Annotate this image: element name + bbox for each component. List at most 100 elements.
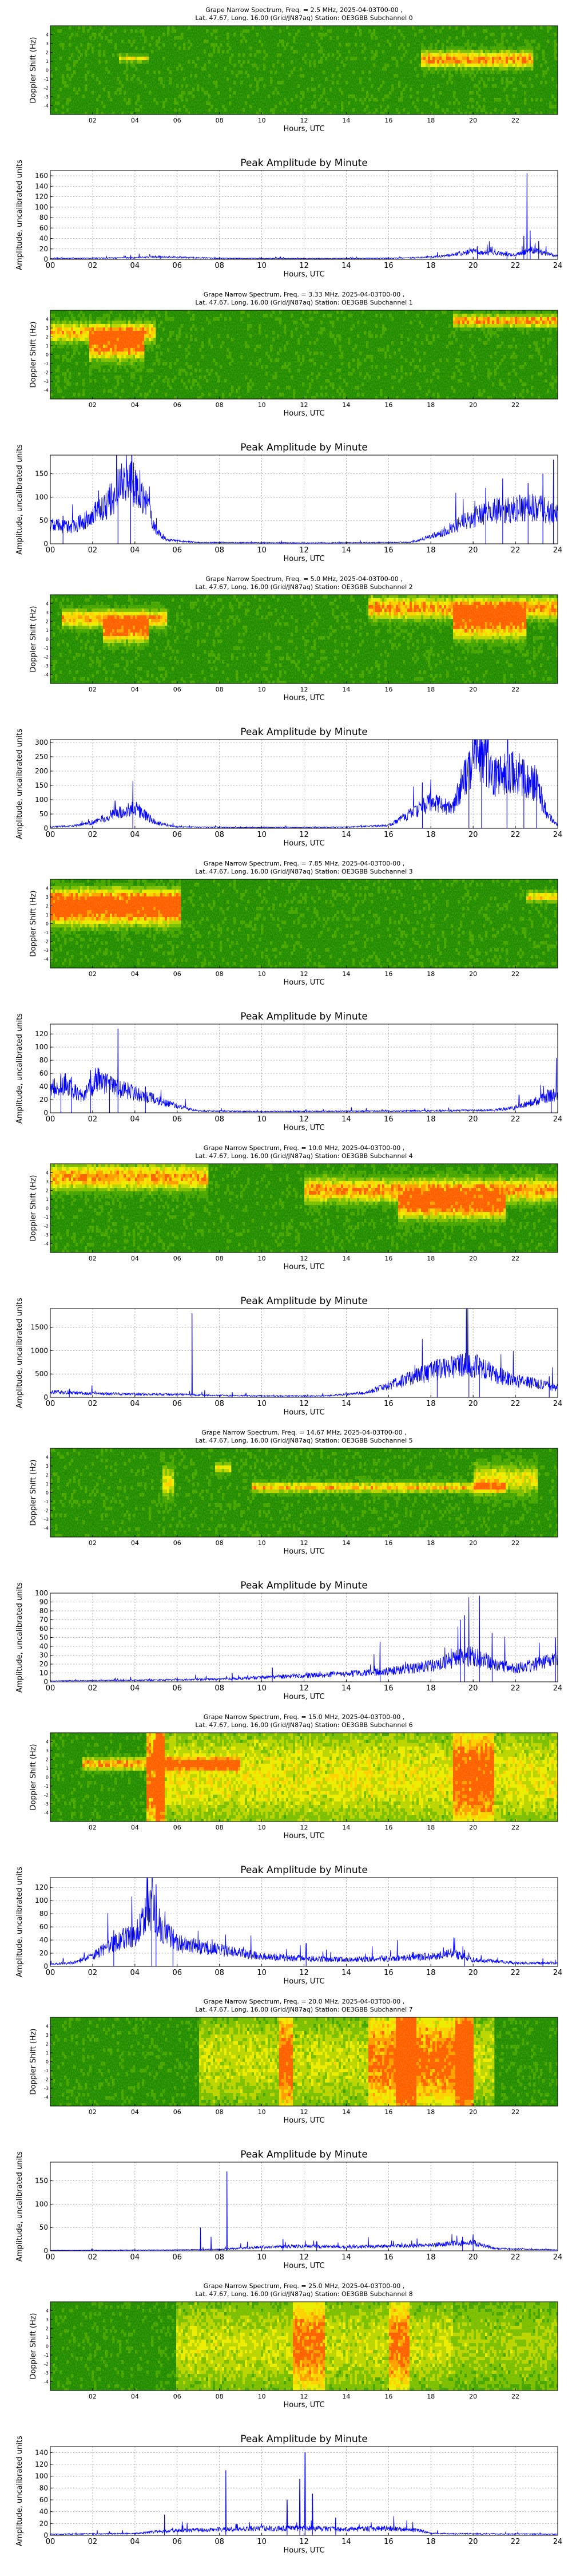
amplitude-series-line	[50, 1309, 558, 1397]
x-tick-label: 00	[46, 2538, 55, 2546]
x-tick-label: 14	[342, 2108, 350, 2116]
x-tick-label: 22	[511, 1255, 519, 1262]
y-tick-label: 0	[43, 824, 48, 832]
y-tick-label: 60	[39, 2496, 48, 2504]
x-tick-label: 22	[511, 2393, 519, 2400]
x-tick-label: 02	[88, 2253, 98, 2262]
y-tick-label: 300	[35, 738, 48, 746]
x-tick-label: 08	[216, 686, 224, 693]
y-tick-label: -1	[44, 361, 49, 366]
spectrogram-title: Grape Narrow Spectrum, Freq. = 10.0 MHz,…	[204, 1144, 405, 1152]
plot-frame	[50, 455, 558, 544]
spectrogram-title: Grape Narrow Spectrum, Freq. = 2.5 MHz, …	[205, 6, 403, 14]
y-tick-label: 40	[39, 1936, 48, 1944]
x-tick-label: 08	[216, 2393, 224, 2400]
x-tick-label: 22	[511, 1824, 519, 1831]
plot-frame	[50, 1308, 558, 1398]
x-tick-label: 14	[341, 2538, 351, 2546]
x-tick-label: 18	[427, 401, 435, 409]
y-tick-label: -4	[44, 673, 49, 678]
x-tick-label: 14	[342, 1824, 350, 1831]
amplitude-panel: Peak Amplitude by Minute 00 02 04 06 08 10 12 14…	[15, 442, 562, 563]
x-tick-label: 16	[384, 1115, 394, 1124]
y-tick-label: 4	[46, 1171, 49, 1176]
y-tick-label: -3	[44, 663, 49, 669]
x-tick-label: 04	[131, 2393, 139, 2400]
x-tick-label: 00	[46, 546, 55, 555]
y-tick-label: 100	[35, 203, 48, 211]
x-axis-label: Hours, UTC	[283, 2262, 324, 2270]
spectrogram-texture	[50, 26, 558, 114]
x-tick-label: 20	[469, 970, 477, 978]
x-tick-label: 12	[299, 2253, 309, 2262]
y-tick-label: 50	[39, 2223, 48, 2231]
y-tick-label: -2	[44, 370, 49, 376]
amplitude-panel: Peak Amplitude by Minute 00 02 04 06 08 10 12 14…	[15, 1864, 562, 1986]
y-tick-label: 0	[43, 1109, 48, 1117]
x-tick-label: 20	[468, 2538, 478, 2546]
x-tick-label: 14	[341, 1684, 351, 1693]
y-tick-label: -2	[44, 655, 49, 660]
x-tick-label: 08	[216, 1255, 224, 1262]
y-tick-label: 40	[39, 235, 48, 243]
y-tick-label: 150	[35, 2177, 48, 2185]
amplitude-title: Peak Amplitude by Minute	[240, 1011, 368, 1022]
y-tick-label: 90	[39, 1598, 48, 1606]
x-axis-label: Hours, UTC	[283, 409, 324, 418]
amplitude-series-line	[50, 740, 558, 828]
amplitude-title: Peak Amplitude by Minute	[240, 1580, 368, 1591]
x-tick-label: 02	[88, 1684, 98, 1693]
y-tick-label: 4	[46, 33, 49, 38]
x-tick-label: 22	[511, 970, 519, 978]
x-tick-label: 20	[469, 686, 477, 693]
x-tick-label: 00	[46, 1115, 55, 1124]
x-tick-label: 00	[46, 831, 55, 839]
y-tick-label: 3	[46, 895, 49, 900]
x-tick-label: 10	[258, 1539, 266, 1547]
spectrogram-texture	[50, 1733, 558, 1822]
y-tick-label: 1	[46, 59, 49, 64]
spectrogram-subtitle: Lat. 47.67, Long. 16.00 (Grid/JN87aq) St…	[195, 1437, 412, 1444]
spectrogram-panel: Grape Narrow Spectrum, Freq. = 7.85 MHz,…	[29, 860, 558, 987]
plot-frame	[50, 739, 558, 829]
x-axis-label: Hours, UTC	[283, 1124, 324, 1132]
y-tick-label: 20	[39, 1096, 48, 1104]
y-tick-label: -1	[44, 646, 49, 651]
x-tick-label: 08	[214, 262, 224, 270]
x-axis-label: Hours, UTC	[283, 2116, 324, 2125]
x-tick-label: 06	[173, 1824, 181, 1831]
spectrogram-texture	[50, 1448, 558, 1537]
y-tick-label: 40	[39, 2508, 48, 2516]
x-tick-label: 02	[89, 1255, 97, 1262]
x-tick-label: 06	[172, 2253, 182, 2262]
x-tick-label: 12	[300, 2108, 308, 2116]
amplitude-series-line	[50, 455, 558, 544]
y-tick-label: 0	[46, 637, 49, 642]
y-tick-label: 2	[46, 1473, 49, 1478]
x-axis-label: Hours, UTC	[283, 839, 324, 848]
x-tick-label: 08	[216, 117, 224, 124]
spectrogram-panel: Grape Narrow Spectrum, Freq. = 20.0 MHz,…	[29, 1998, 558, 2125]
x-tick-label: 10	[258, 117, 266, 124]
y-tick-label: -2	[44, 2077, 49, 2083]
x-tick-label: 22	[511, 686, 519, 693]
x-tick-label: 16	[384, 1539, 392, 1547]
x-tick-label: 16	[384, 1969, 394, 1977]
x-tick-label: 22	[511, 1684, 521, 1693]
spectrogram-subtitle: Lat. 47.67, Long. 16.00 (Grid/JN87aq) St…	[195, 14, 412, 22]
x-tick-label: 10	[257, 262, 267, 270]
x-tick-label: 20	[469, 1824, 477, 1831]
x-tick-label: 24	[553, 1400, 563, 1408]
x-tick-label: 18	[426, 831, 436, 839]
y-tick-label: 0	[43, 1962, 48, 1970]
x-tick-label: 14	[342, 1255, 350, 1262]
y-tick-label: -3	[44, 94, 49, 100]
y-tick-label: 120	[35, 193, 48, 201]
spectrogram-title: Grape Narrow Spectrum, Freq. = 5.0 MHz, …	[205, 575, 403, 583]
y-tick-label: 0	[46, 922, 49, 927]
x-tick-label: 10	[257, 546, 267, 555]
spectrogram-image	[50, 26, 558, 114]
x-axis-label: Hours, UTC	[283, 1693, 324, 1701]
x-tick-label: 06	[173, 2108, 181, 2116]
y-tick-label: 1	[46, 1766, 49, 1771]
